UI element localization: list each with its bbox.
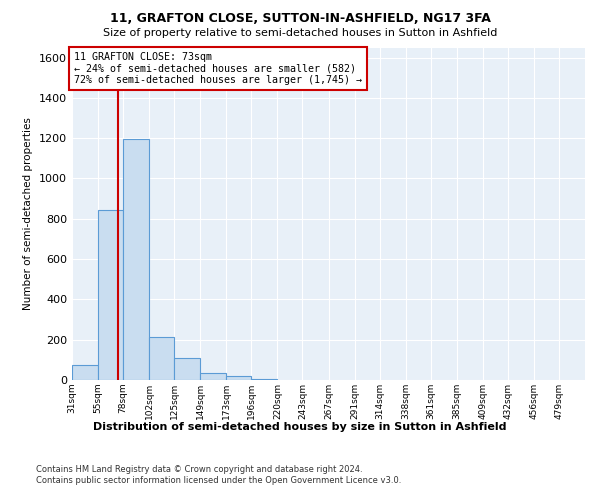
Text: Contains HM Land Registry data © Crown copyright and database right 2024.: Contains HM Land Registry data © Crown c…: [36, 465, 362, 474]
Text: Distribution of semi-detached houses by size in Sutton in Ashfield: Distribution of semi-detached houses by …: [93, 422, 507, 432]
Text: Contains public sector information licensed under the Open Government Licence v3: Contains public sector information licen…: [36, 476, 401, 485]
Bar: [200, 373, 226, 380]
Bar: [72, 365, 98, 380]
Text: 11, GRAFTON CLOSE, SUTTON-IN-ASHFIELD, NG17 3FA: 11, GRAFTON CLOSE, SUTTON-IN-ASHFIELD, N…: [110, 12, 490, 26]
Bar: [123, 139, 149, 380]
Text: 11 GRAFTON CLOSE: 73sqm
← 24% of semi-detached houses are smaller (582)
72% of s: 11 GRAFTON CLOSE: 73sqm ← 24% of semi-de…: [74, 52, 362, 84]
Bar: [149, 336, 174, 380]
Bar: [226, 376, 251, 380]
Bar: [174, 358, 200, 380]
Y-axis label: Number of semi-detached properties: Number of semi-detached properties: [23, 118, 34, 310]
Bar: [251, 379, 277, 380]
Text: Size of property relative to semi-detached houses in Sutton in Ashfield: Size of property relative to semi-detach…: [103, 28, 497, 38]
Bar: [98, 210, 123, 380]
